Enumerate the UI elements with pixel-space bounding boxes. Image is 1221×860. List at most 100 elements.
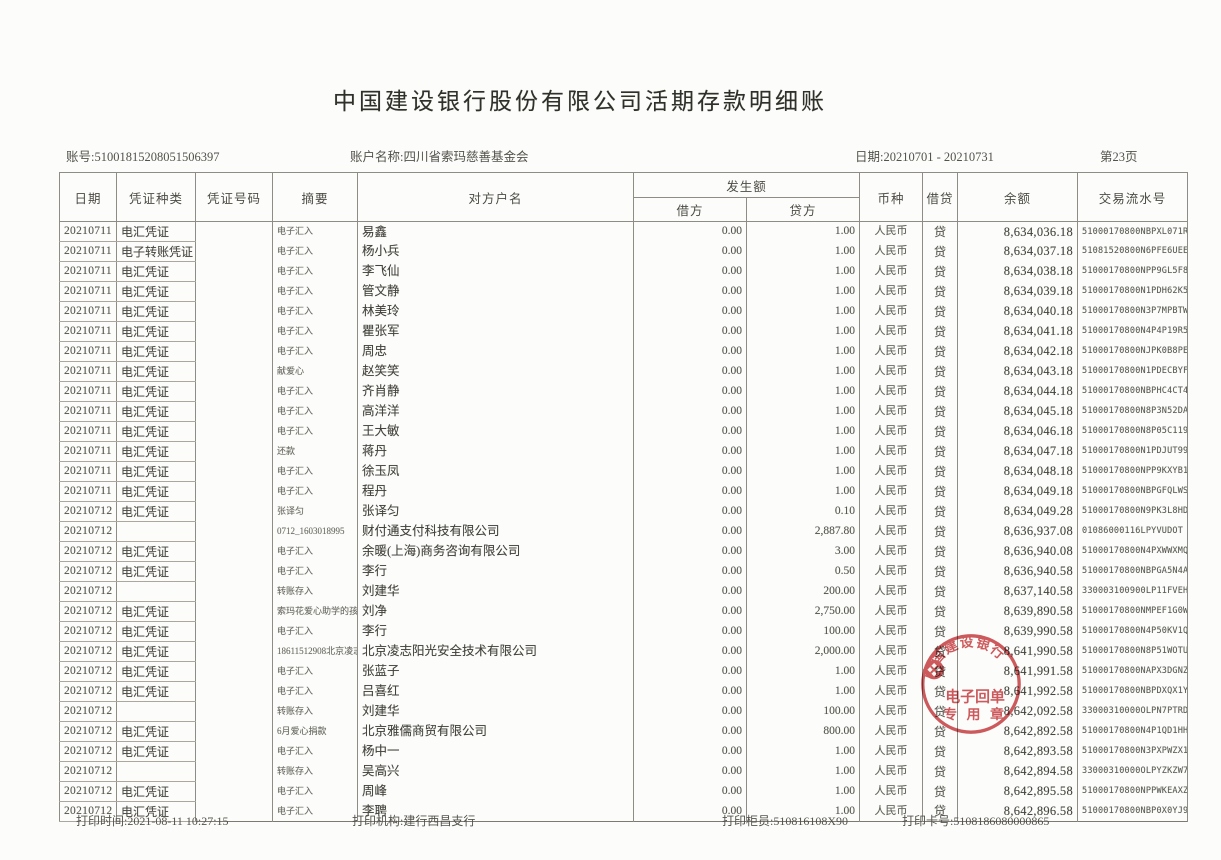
cell-debit: 0.00 (633, 741, 747, 762)
cell-credit: 2,000.00 (745, 641, 861, 662)
cell-counterparty: 北京凌志阳光安全技术有限公司 (357, 641, 634, 662)
table-row: 20210711 电汇凭证 电子汇入 程丹 0.00 1.00 人民币 贷 8,… (59, 481, 1189, 502)
col-header-summary: 摘要 (272, 172, 358, 222)
cell-summary: 电子汇入 (272, 321, 358, 342)
cell-summary: 献爱心 (272, 361, 358, 382)
cell-currency: 人民币 (859, 221, 924, 242)
cell-balance: 8,641,991.58 (957, 661, 1079, 682)
col-header-amount-group: 发生额 (632, 172, 861, 198)
cell-serial: 51000170800NBPXL071R (1077, 221, 1189, 242)
print-org: 打印机构:建行西昌支行 (352, 814, 476, 828)
cell-voucher-type: 电汇凭证 (116, 461, 196, 482)
cell-voucher-type: 电汇凭证 (116, 781, 196, 802)
cell-credit: 200.00 (745, 581, 861, 602)
cell-credit: 100.00 (745, 701, 861, 722)
cell-credit: 1.00 (745, 221, 861, 242)
cell-credit: 1.00 (745, 301, 861, 322)
cell-debit-credit-flag: 贷 (922, 461, 959, 482)
cell-credit: 1.00 (745, 381, 861, 402)
table-row: 20210711 电汇凭证 电子汇入 齐肖静 0.00 1.00 人民币 贷 8… (59, 381, 1189, 402)
cell-balance: 8,634,036.18 (957, 221, 1079, 242)
cell-balance: 8,642,894.58 (957, 761, 1079, 782)
cell-balance: 8,636,940.58 (957, 561, 1079, 582)
cell-currency: 人民币 (859, 521, 924, 542)
cell-credit: 100.00 (745, 621, 861, 642)
cell-summary: 电子汇入 (272, 421, 358, 442)
cell-counterparty: 李飞仙 (357, 261, 634, 282)
cell-voucher-no (195, 781, 273, 802)
cell-debit: 0.00 (633, 481, 747, 502)
cell-serial: 51000170800NPP9GL5F8 (1077, 261, 1189, 282)
cell-date: 20210711 (59, 401, 117, 422)
cell-voucher-type: 电汇凭证 (116, 361, 196, 382)
cell-balance: 8,634,040.18 (957, 301, 1079, 322)
cell-balance: 8,642,892.58 (957, 721, 1079, 742)
cell-voucher-no (195, 541, 273, 562)
table-row: 20210712 电汇凭证 电子汇入 李行 0.00 0.50 人民币 贷 8,… (59, 561, 1189, 582)
cell-date: 20210711 (59, 481, 117, 502)
cell-date: 20210712 (59, 741, 117, 762)
cell-currency: 人民币 (859, 661, 924, 682)
cell-voucher-no (195, 561, 273, 582)
cell-voucher-no (195, 341, 273, 362)
cell-voucher-type: 电汇凭证 (116, 481, 196, 502)
cell-voucher-no (195, 421, 273, 442)
cell-voucher-type (116, 701, 196, 722)
cell-debit: 0.00 (633, 241, 747, 262)
cell-credit: 0.50 (745, 561, 861, 582)
cell-balance: 8,636,937.08 (957, 521, 1079, 542)
cell-summary: 电子汇入 (272, 301, 358, 322)
cell-counterparty: 赵笑笑 (357, 361, 634, 382)
col-header-balance: 余额 (957, 172, 1079, 222)
cell-voucher-type: 电汇凭证 (116, 661, 196, 682)
col-header-voucher-no: 凭证号码 (195, 172, 273, 222)
table-row: 20210712 转账存入 刘建华 0.00 200.00 人民币 贷 8,63… (59, 581, 1189, 602)
cell-counterparty: 刘建华 (357, 581, 634, 602)
table-body: 20210711 电汇凭证 电子汇入 易鑫 0.00 1.00 人民币 贷 8,… (59, 221, 1189, 822)
cell-date: 20210711 (59, 361, 117, 382)
cell-date: 20210711 (59, 441, 117, 462)
cell-currency: 人民币 (859, 561, 924, 582)
table-row: 20210712 电汇凭证 电子汇入 周峰 0.00 1.00 人民币 贷 8,… (59, 781, 1189, 802)
account-number: 账号:51001815208051506397 (66, 150, 220, 164)
page-title: 中国建设银行股份有限公司活期存款明细账 (333, 89, 827, 114)
cell-debit: 0.00 (633, 441, 747, 462)
cell-debit-credit-flag: 贷 (922, 781, 959, 802)
cell-voucher-no (195, 321, 273, 342)
cell-balance: 8,634,046.18 (957, 421, 1079, 442)
cell-counterparty: 杨小兵 (357, 241, 634, 262)
cell-date: 20210712 (59, 521, 117, 542)
cell-date: 20210711 (59, 261, 117, 282)
cell-serial: 51000170800NPPWKEAXZ (1077, 781, 1189, 802)
cell-summary: 电子汇入 (272, 221, 358, 242)
cell-debit: 0.00 (633, 581, 747, 602)
cell-voucher-no (195, 601, 273, 622)
cell-currency: 人民币 (859, 641, 924, 662)
cell-serial: 51000170800N8P05C119 (1077, 421, 1189, 442)
cell-debit: 0.00 (633, 721, 747, 742)
cell-credit: 1.00 (745, 441, 861, 462)
cell-currency: 人民币 (859, 321, 924, 342)
cell-voucher-no (195, 221, 273, 242)
col-header-debit: 借方 (633, 197, 747, 222)
cell-serial: 51000170800NJPK0B8PE (1077, 341, 1189, 362)
cell-debit: 0.00 (633, 321, 747, 342)
cell-date: 20210712 (59, 641, 117, 662)
cell-voucher-type: 电汇凭证 (116, 721, 196, 742)
cell-balance: 8,634,049.28 (957, 501, 1079, 522)
table-row: 20210711 电汇凭证 电子汇入 高洋洋 0.00 1.00 人民币 贷 8… (59, 401, 1189, 422)
cell-debit: 0.00 (633, 661, 747, 682)
table-row: 20210712 转账存入 吴高兴 0.00 1.00 人民币 贷 8,642,… (59, 761, 1189, 782)
cell-summary: 电子汇入 (272, 461, 358, 482)
cell-summary: 电子汇入 (272, 381, 358, 402)
cell-summary: 0712_1603018995 (272, 521, 358, 542)
cell-currency: 人民币 (859, 481, 924, 502)
cell-debit-credit-flag: 贷 (922, 681, 959, 702)
cell-voucher-type: 电汇凭证 (116, 601, 196, 622)
cell-debit: 0.00 (633, 421, 747, 442)
table-row: 20210711 电汇凭证 电子汇入 瞿张军 0.00 1.00 人民币 贷 8… (59, 321, 1189, 342)
cell-serial: 51000170800N8P51WOTU (1077, 641, 1189, 662)
cell-summary: 电子汇入 (272, 741, 358, 762)
date-range: 日期:20210701 - 20210731 (855, 150, 994, 164)
cell-voucher-type: 电汇凭证 (116, 801, 196, 822)
